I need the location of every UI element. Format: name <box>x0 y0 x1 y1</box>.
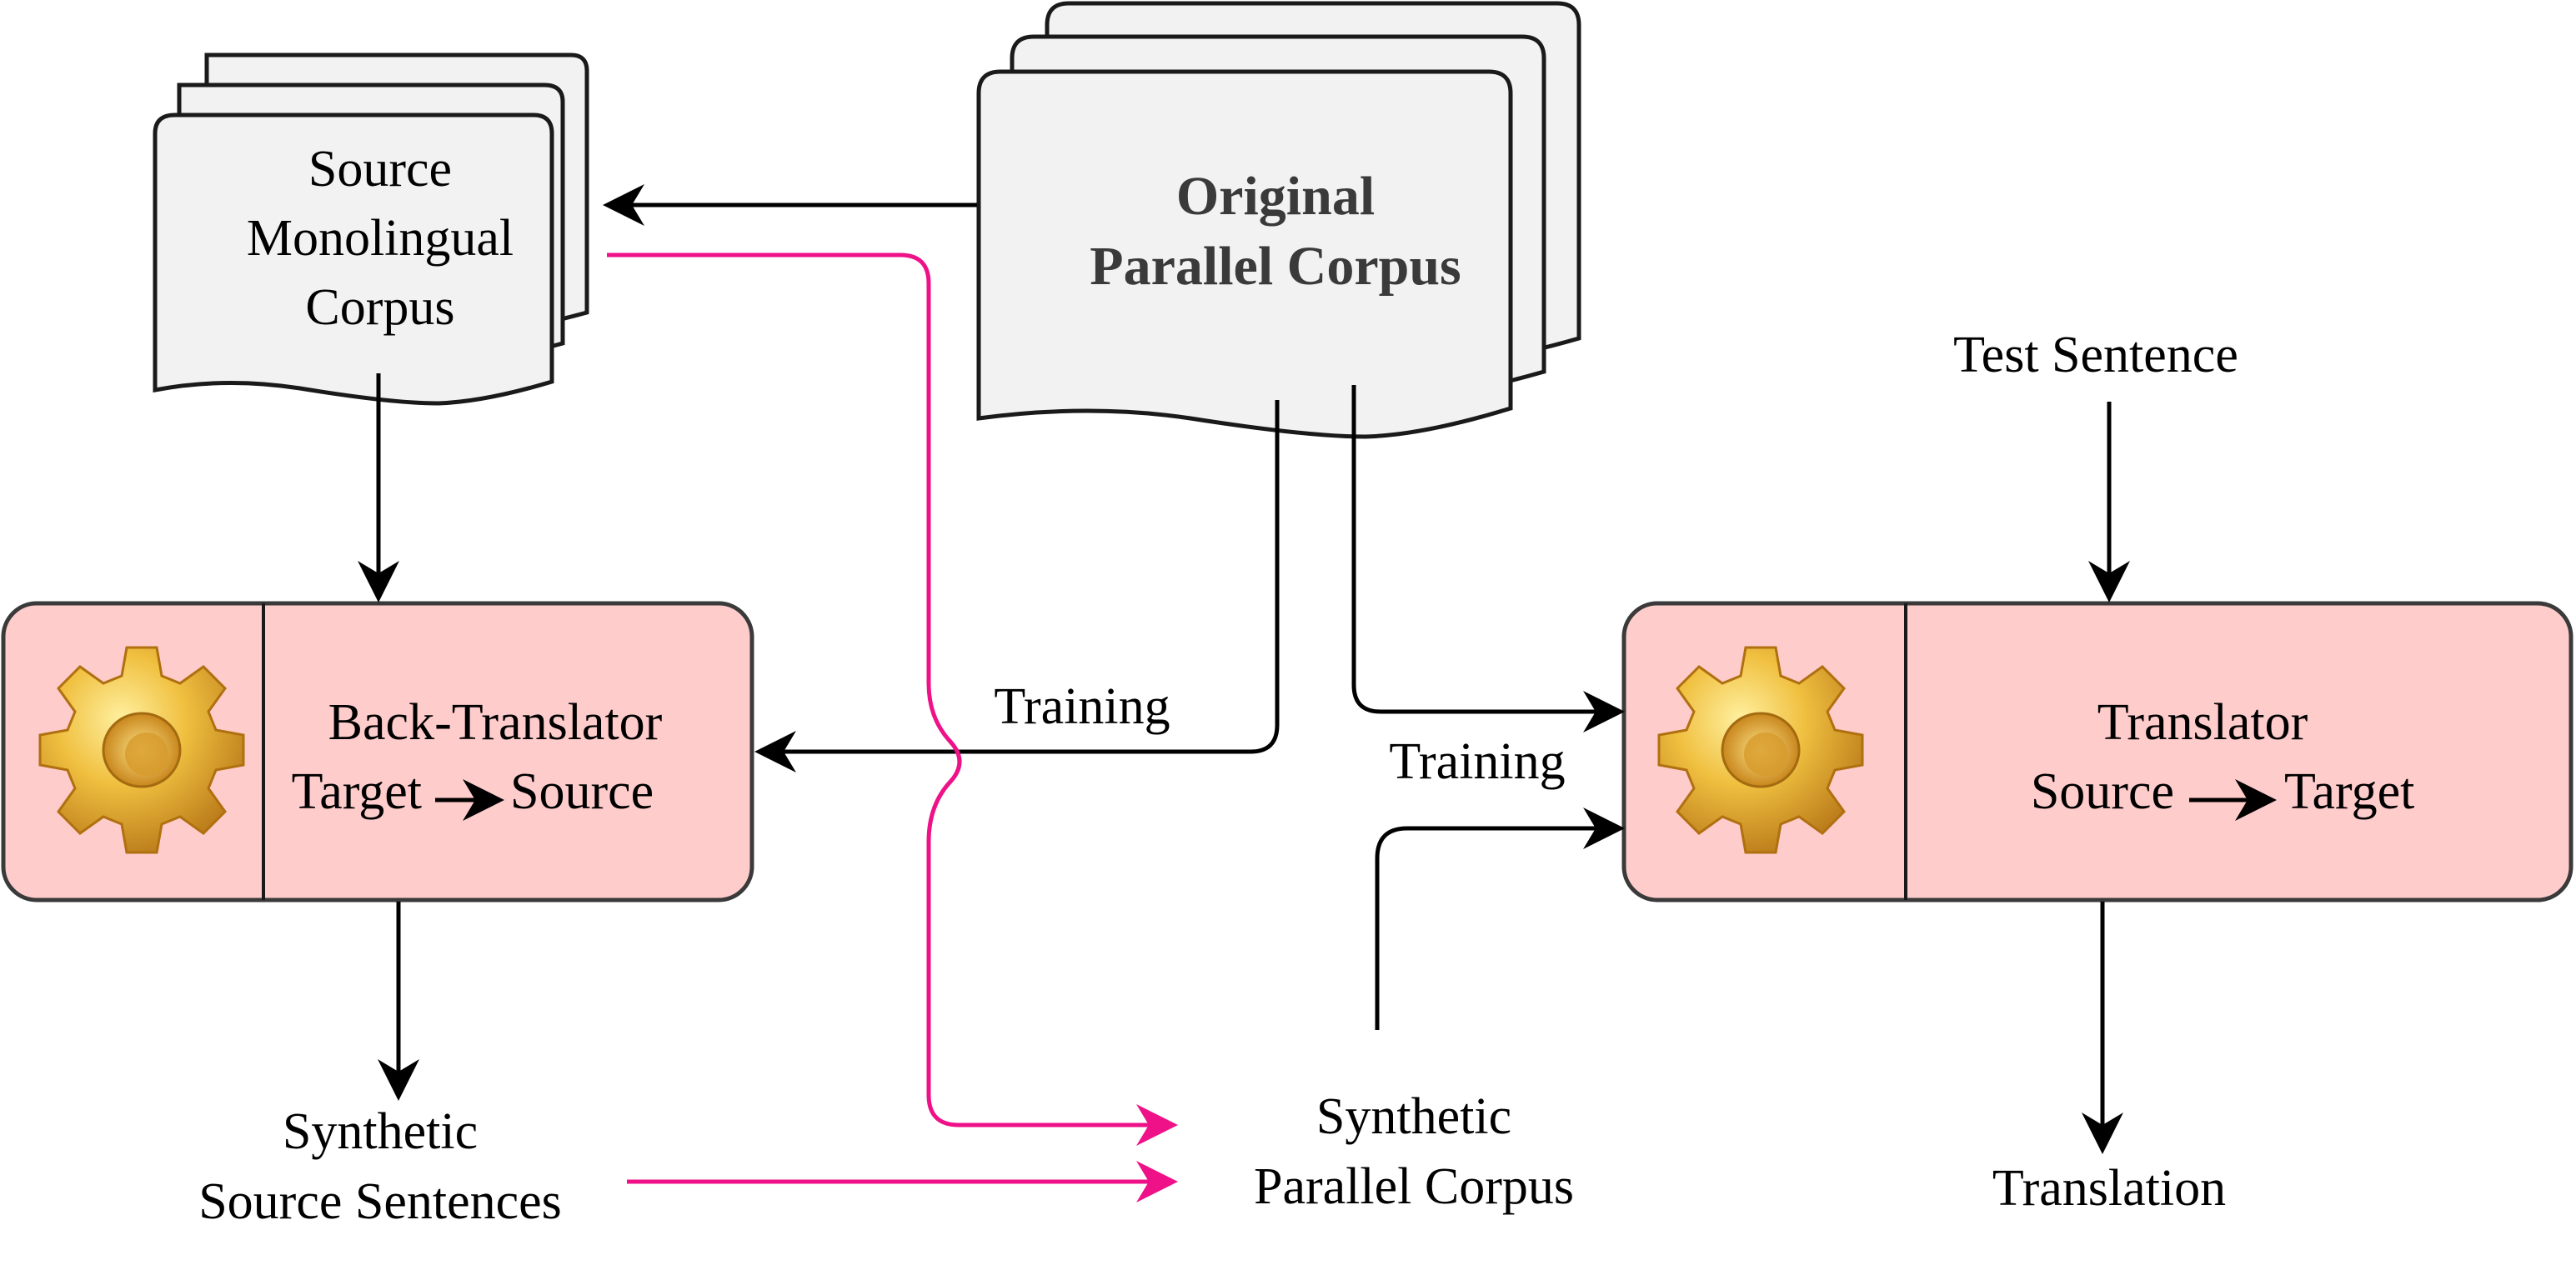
doc-page-front <box>976 69 1513 439</box>
edge-synthetic-to-translator <box>1375 808 1625 1030</box>
original-parallel-line2: Parallel Corpus <box>1090 236 1461 297</box>
translator-to: Target <box>2284 763 2414 820</box>
test-sentence-label: Test Sentence <box>1953 327 2238 383</box>
synthetic-source-line1: Synthetic <box>283 1103 478 1160</box>
gear-icon <box>1657 646 1864 854</box>
back-translator-from: Target <box>292 763 422 820</box>
training-label-back: Training <box>994 678 1170 735</box>
translator-title: Translator <box>2097 694 2308 751</box>
translation-label: Translation <box>1992 1160 2226 1217</box>
original-parallel-corpus: Original Parallel Corpus <box>976 1 1581 439</box>
doc-page-front <box>153 112 554 406</box>
edge-original-to-translator <box>1351 385 1625 732</box>
source-mono-line2: Monolingual <box>247 210 514 267</box>
edge-original-to-back-translator <box>754 400 1280 772</box>
training-label-forward: Training <box>1389 733 1565 790</box>
translator-frame <box>1621 601 2573 902</box>
back-translator-box: Back-Translator Target Source <box>1 601 754 902</box>
edge-source-mono-to-synthetic-parallel <box>607 252 1178 1146</box>
source-monolingual-corpus: Source Monolingual Corpus <box>153 52 589 406</box>
original-parallel-line1: Original <box>1176 166 1375 227</box>
edges-black <box>358 184 2130 1154</box>
gear-icon <box>38 646 245 854</box>
back-translator-to: Source <box>510 763 654 820</box>
synthetic-parallel-line2: Parallel Corpus <box>1254 1158 1574 1215</box>
back-translator-title: Back-Translator <box>328 694 663 751</box>
source-mono-line1: Source <box>308 141 452 198</box>
translator-from: Source <box>2031 763 2174 820</box>
synthetic-parallel-line1: Synthetic <box>1316 1088 1511 1145</box>
source-mono-line3: Corpus <box>305 279 454 336</box>
synthetic-source-line2: Source Sentences <box>198 1173 562 1230</box>
translator-box: Translator Source Target <box>1621 601 2573 902</box>
edges-pink <box>607 252 1178 1202</box>
